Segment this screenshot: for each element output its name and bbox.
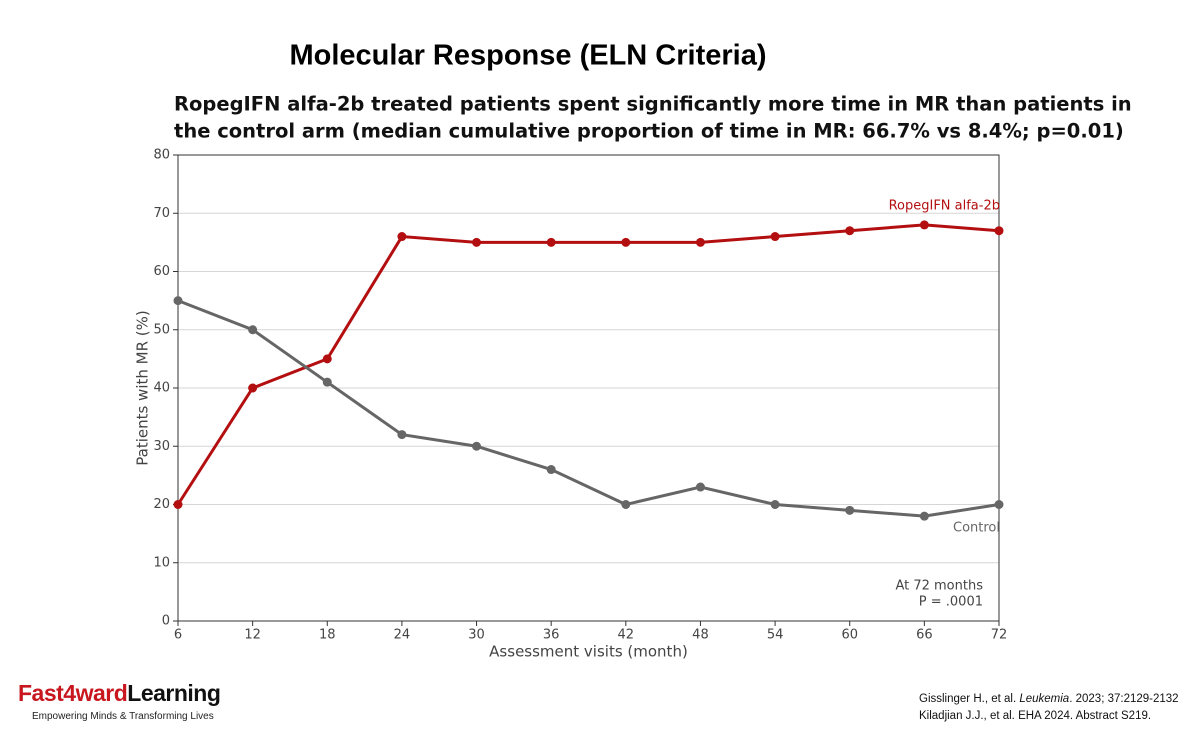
x-tick-label: 36: [543, 628, 560, 643]
y-tick-label: 0: [162, 614, 170, 629]
ref-part: Gisslinger H., et al.: [919, 693, 1020, 705]
data-point: [621, 500, 631, 509]
reference: Kiladjian J.J., et al. EHA 2024. Abstrac…: [919, 708, 1179, 725]
series-line: [176, 223, 1000, 506]
data-point: [845, 226, 855, 236]
data-point: [173, 500, 183, 509]
logo-part: Fast4ward: [18, 680, 128, 706]
x-tick-label: 66: [916, 628, 933, 643]
x-tick-label: 24: [394, 628, 411, 643]
data-point: [322, 377, 332, 387]
data-point: [248, 383, 258, 393]
series-label: Control: [953, 521, 1000, 536]
x-tick-label: 6: [174, 628, 182, 643]
data-point: [397, 232, 407, 242]
data-point: [472, 441, 482, 451]
data-point: [322, 354, 332, 364]
data-point: [173, 296, 183, 306]
x-tick-label: 18: [319, 628, 336, 643]
ref-part: . 2023; 37:2129-2132: [1069, 693, 1179, 705]
ref-part: Kiladjian J.J., et al. EHA 2024. Abstrac…: [919, 710, 1152, 722]
data-point: [770, 232, 780, 242]
plot-frame: [177, 154, 1000, 622]
data-point: [397, 430, 407, 440]
data-point: [994, 226, 1004, 236]
references: Gisslinger H., et al. Leukemia. 2023; 37…: [919, 691, 1179, 725]
data-point: [845, 505, 855, 515]
logo-name: Fast4wardLearning: [18, 680, 221, 707]
y-tick-label: 20: [153, 497, 170, 512]
x-tick-label: 60: [841, 628, 858, 643]
logo-tagline: Empowering Minds & Transforming Lives: [32, 711, 214, 722]
annotation: At 72 months: [895, 579, 983, 594]
reference: Gisslinger H., et al. Leukemia. 2023; 37…: [919, 691, 1179, 708]
x-axis-label: Assessment visits (month): [489, 643, 688, 661]
data-point: [472, 237, 482, 247]
logo: Fast4wardLearning Empowering Minds & Tra…: [18, 680, 221, 722]
data-point: [695, 482, 705, 492]
y-tick-label: 60: [153, 264, 170, 279]
data-point: [919, 511, 929, 521]
logo-part: Learning: [127, 680, 221, 706]
x-tick-label: 42: [618, 628, 635, 643]
y-tick-label: 50: [153, 322, 170, 337]
y-tick-label: 80: [153, 148, 170, 163]
data-point: [994, 500, 1004, 509]
data-point: [695, 237, 705, 247]
subtitle: the control arm (median cumulative propo…: [174, 120, 1124, 143]
data-point: [621, 237, 631, 247]
y-tick-label: 30: [153, 439, 170, 454]
y-tick-label: 70: [153, 206, 170, 221]
chart-title: Molecular Response (ELN Criteria): [290, 40, 767, 72]
series-label: RopegIFN alfa-2b: [889, 199, 1000, 214]
y-tick-label: 40: [153, 381, 170, 396]
data-point: [546, 465, 556, 475]
series-line: [177, 299, 1000, 518]
x-tick-label: 12: [244, 628, 261, 643]
data-point: [919, 220, 929, 230]
x-tick-label: 72: [991, 628, 1008, 643]
data-point: [770, 500, 780, 509]
y-tick-label: 10: [153, 555, 170, 570]
ref-journal: Leukemia: [1019, 693, 1070, 705]
subtitle: RopegIFN alfa-2b treated patients spent …: [174, 93, 1132, 116]
y-axis-label: Patients with MR (%): [134, 310, 152, 466]
data-point: [248, 325, 258, 335]
data-point: [546, 237, 556, 247]
annotation: P = .0001: [919, 595, 983, 610]
x-tick-label: 48: [692, 628, 709, 643]
x-tick-label: 54: [767, 628, 784, 643]
x-tick-label: 30: [468, 628, 485, 643]
